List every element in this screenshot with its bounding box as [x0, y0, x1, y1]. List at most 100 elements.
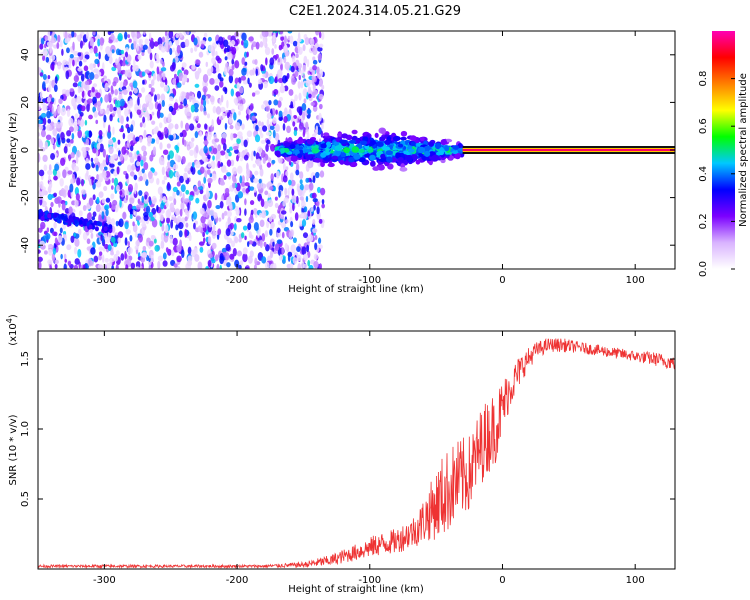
spectrogram-cell: [44, 35, 49, 41]
spectrogram-cell: [236, 138, 241, 144]
spectrogram-cell: [300, 200, 306, 209]
spectrogram-cell: [418, 146, 426, 154]
spectrogram-cell: [462, 149, 675, 151]
spectrogram-cell: [151, 87, 155, 93]
spectrogram-cell: [127, 184, 134, 193]
spectrogram-cell: [48, 181, 53, 189]
spectrogram-cell: [119, 74, 122, 81]
spectrogram-cell: [88, 130, 92, 138]
spectrogram-y-ticks: -40 -20 0 20 40: [20, 48, 675, 253]
spectrogram-cell: [82, 133, 86, 138]
spectrogram-cell: [223, 39, 229, 48]
spectrogram-cell: [106, 262, 111, 269]
spectrogram-cell: [263, 241, 267, 247]
y-tick-label: 20: [20, 96, 31, 109]
spectrogram-cell: [287, 254, 291, 262]
spectrogram-cell: [215, 205, 221, 210]
spectrogram-cell: [331, 155, 339, 160]
spectrogram-cell: [240, 181, 246, 187]
spectrogram-cell: [285, 166, 289, 171]
spectrogram-cell: [244, 61, 248, 66]
spectrogram-cell: [77, 52, 82, 57]
spectrogram-cell: [180, 201, 185, 211]
spectrogram-cell: [253, 150, 256, 157]
spectrogram-cell: [182, 192, 185, 202]
spectrogram-cell: [319, 170, 325, 178]
spectrogram-cell: [94, 226, 99, 232]
spectrogram-cell: [160, 58, 163, 65]
spectrogram-cell: [215, 55, 220, 61]
spectrogram-cell: [224, 87, 228, 95]
spectrogram-cell: [162, 260, 168, 267]
spectrogram-cell: [191, 137, 195, 142]
spectrogram-cell: [60, 157, 66, 166]
spectrogram-cell: [143, 161, 149, 171]
spectrogram-cell: [133, 185, 137, 195]
spectrogram-cell: [228, 238, 232, 244]
spectrogram-cell: [125, 173, 129, 180]
spectrogram-cell: [51, 79, 56, 89]
spectrogram-cell: [69, 217, 74, 223]
spectrogram-cell: [149, 154, 154, 162]
spectrogram-cell: [230, 108, 236, 114]
spectrogram-cell: [243, 39, 249, 49]
colorbar-ticks: 0.0 0.2 0.4 0.6 0.8: [698, 71, 735, 277]
spectrogram-cell: [40, 216, 45, 222]
spectrogram-cell: [246, 241, 250, 247]
spectrogram-cell: [311, 77, 315, 86]
spectrogram-cell: [250, 209, 254, 216]
spectrogram-cell: [77, 119, 81, 125]
spectrogram-cell: [92, 147, 97, 154]
spectrogram-cell: [246, 51, 249, 58]
spectrogram-cell: [199, 246, 204, 253]
spectrogram-cell: [110, 85, 114, 93]
spectrogram-cell: [115, 263, 119, 269]
spectrogram-cell: [162, 73, 166, 81]
spectrogram-cell: [94, 157, 99, 164]
spectrogram-cell: [272, 38, 276, 43]
spectrogram-cell: [233, 97, 239, 104]
spectrogram-cell: [348, 157, 355, 163]
spectrogram-cell: [38, 132, 41, 137]
spectrogram-cell: [64, 208, 70, 214]
spectrogram-cell: [207, 131, 213, 138]
spectrogram-cell: [294, 212, 299, 221]
snr-x-ticks: -300 -200 -100 0 100: [93, 331, 645, 586]
spectrogram-cell: [199, 166, 205, 174]
spectrogram-cell: [242, 187, 246, 193]
spectrogram-cell: [81, 189, 87, 195]
spectrogram-cell: [287, 187, 290, 197]
spectrogram-cell: [63, 233, 66, 239]
spectrogram-cell: [115, 58, 119, 66]
spectrogram-cell: [240, 232, 245, 239]
spectrogram-cell: [109, 103, 114, 113]
spectrogram-cell: [320, 31, 325, 40]
spectrogram-cell: [340, 152, 347, 158]
spectrogram-cell: [45, 56, 50, 63]
spectrogram-cell: [45, 233, 51, 240]
spectrogram-cell: [96, 174, 100, 181]
spectrogram-cell: [156, 178, 160, 186]
spectrogram-cell: [105, 107, 110, 115]
spectrogram-cell: [60, 214, 65, 220]
spectrogram-cell: [156, 93, 161, 100]
spectrogram-cell: [122, 81, 127, 89]
spectrogram-cell: [80, 105, 86, 112]
spectrogram-cell: [358, 157, 366, 163]
spectrogram-cell: [195, 197, 200, 204]
spectrogram-cell: [291, 188, 295, 196]
spectrogram-cell: [321, 84, 325, 90]
spectrogram-cell: [406, 154, 413, 162]
spectrogram-cell: [243, 139, 248, 148]
spectrogram-cell: [57, 105, 61, 114]
spectrogram-cell: [314, 31, 320, 36]
spectrogram-cell: [278, 189, 281, 198]
spectrogram-cell: [303, 55, 308, 64]
spectrogram-cell: [95, 119, 99, 125]
spectrogram-cell: [154, 94, 157, 103]
spectrogram-cell: [176, 189, 180, 196]
spectrogram-cell: [96, 196, 100, 204]
spectrogram-cell: [65, 70, 70, 80]
spectrogram-cell: [204, 170, 208, 179]
spectrogram-cell: [174, 144, 179, 151]
